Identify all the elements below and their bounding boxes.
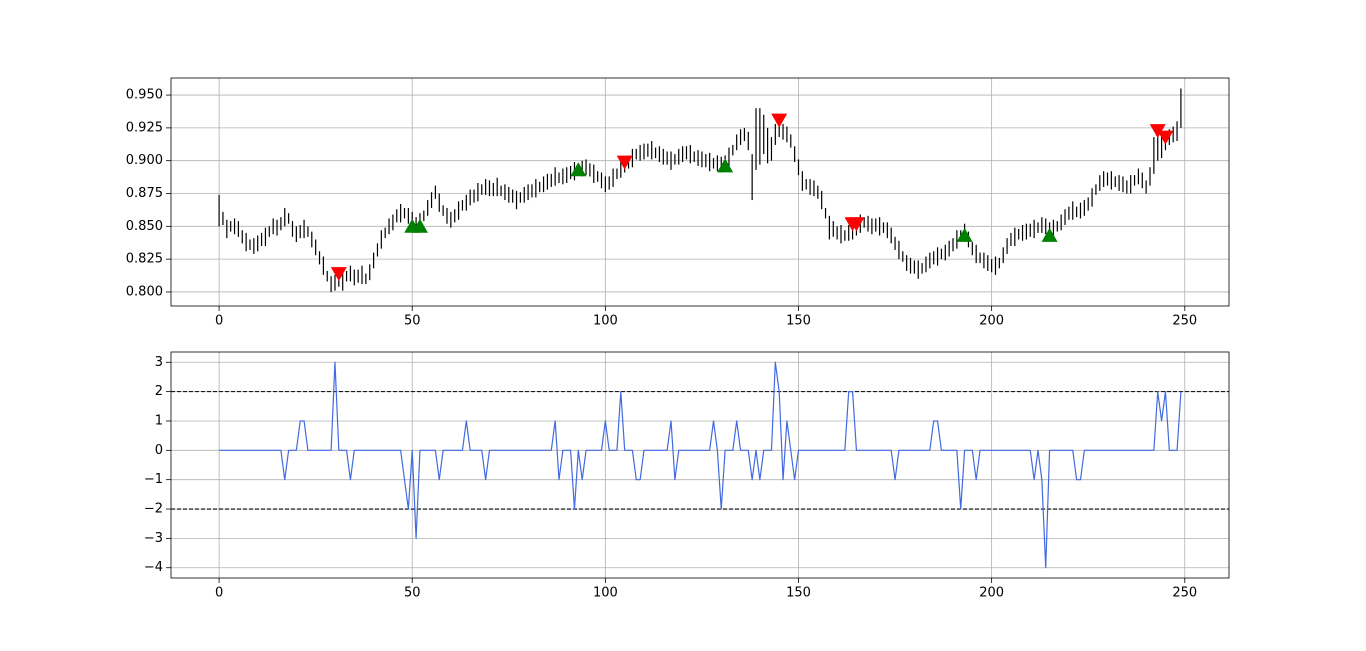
y-tick-label: 2 bbox=[155, 384, 163, 399]
y-tick-label: 0.825 bbox=[126, 252, 163, 267]
x-tick-label: 150 bbox=[786, 586, 811, 601]
x-tick-label: 250 bbox=[1172, 586, 1197, 601]
x-tick-label: 250 bbox=[1172, 314, 1197, 329]
x-tick-label: 0 bbox=[215, 314, 223, 329]
buy-marker bbox=[717, 158, 734, 173]
axes-panel: 0 50 100 150 200 250 −4 −3 −2 −1 0 1 2 3 bbox=[144, 351, 1230, 601]
buy-marker bbox=[1041, 227, 1058, 242]
x-tick-label: 0 bbox=[215, 586, 223, 601]
y-tick-label: 0.900 bbox=[126, 153, 163, 168]
y-tick-label: 1 bbox=[155, 413, 163, 428]
x-tick-label: 200 bbox=[979, 314, 1004, 329]
x-tick-label: 150 bbox=[786, 314, 811, 329]
x-tick-label: 100 bbox=[593, 586, 618, 601]
x-tick-label: 50 bbox=[404, 314, 421, 329]
y-tick-label: −4 bbox=[144, 560, 163, 575]
y-tick-label: −2 bbox=[144, 502, 163, 517]
y-tick-label: −3 bbox=[144, 531, 163, 546]
y-tick-label: 0.800 bbox=[126, 284, 163, 299]
axes-frame bbox=[170, 77, 1230, 307]
x-tick-label: 50 bbox=[404, 586, 421, 601]
x-tick-label: 200 bbox=[979, 586, 1004, 601]
y-tick-label: 0 bbox=[155, 443, 163, 458]
y-tick-label: 3 bbox=[155, 355, 163, 370]
buy-marker bbox=[411, 218, 428, 233]
axes-frame bbox=[170, 351, 1230, 579]
y-tick-label: 0.875 bbox=[126, 186, 163, 201]
sell-marker bbox=[1157, 130, 1174, 145]
axes-panel: 0 50 100 150 200 250 0.800 0.825 0.850 0.875 0.900… bbox=[126, 77, 1230, 329]
plot-background bbox=[171, 352, 1229, 578]
y-tick-label: 0.925 bbox=[126, 120, 163, 135]
plot-background bbox=[171, 78, 1229, 306]
buy-marker bbox=[570, 162, 587, 177]
sell-marker bbox=[848, 217, 865, 232]
y-tick-label: −1 bbox=[144, 472, 163, 487]
sell-marker bbox=[771, 113, 788, 128]
sell-marker bbox=[330, 267, 347, 282]
x-tick-label: 100 bbox=[593, 314, 618, 329]
y-tick-label: 0.850 bbox=[126, 219, 163, 234]
sell-marker bbox=[616, 155, 633, 170]
buy-marker bbox=[956, 227, 973, 242]
y-tick-label: 0.950 bbox=[126, 88, 163, 103]
signal-line bbox=[219, 361, 1182, 569]
